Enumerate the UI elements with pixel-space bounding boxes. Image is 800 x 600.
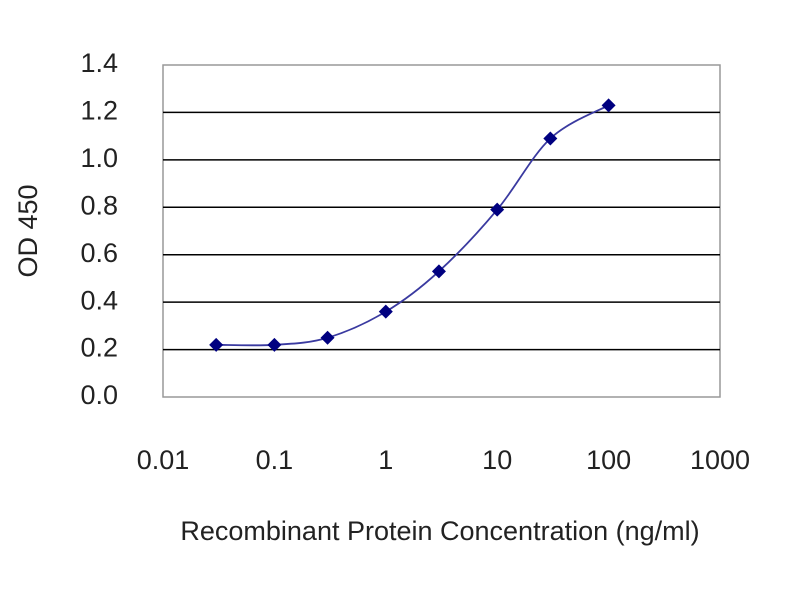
x-tick-label: 10 [482,445,512,475]
y-tick-label: 0.4 [80,285,118,315]
x-tick-label: 1 [378,445,393,475]
data-point [209,337,224,352]
y-tick-label: 0.0 [80,380,118,410]
y-tick-label: 1.2 [80,96,118,126]
data-point [490,202,505,217]
y-tick-label: 1.0 [80,143,118,173]
data-point [543,131,558,146]
data-point [267,337,282,352]
y-tick-label: 0.6 [80,238,118,268]
fit-line [216,104,610,347]
y-tick-label: 0.2 [80,333,118,363]
data-point [320,330,335,345]
data-point [601,98,616,113]
x-tick-label: 1000 [690,445,750,475]
x-tick-label: 0.01 [137,445,190,475]
y-tick-label: 1.4 [80,48,118,78]
plot-area [162,64,721,398]
data-point [431,264,446,279]
y-axis-label: OD 450 [13,184,43,277]
y-tick-label: 0.8 [80,190,118,220]
data-point [378,304,393,319]
x-axis-label: Recombinant Protein Concentration (ng/ml… [180,516,699,546]
x-tick-label: 100 [586,445,631,475]
x-tick-label: 0.1 [256,445,294,475]
